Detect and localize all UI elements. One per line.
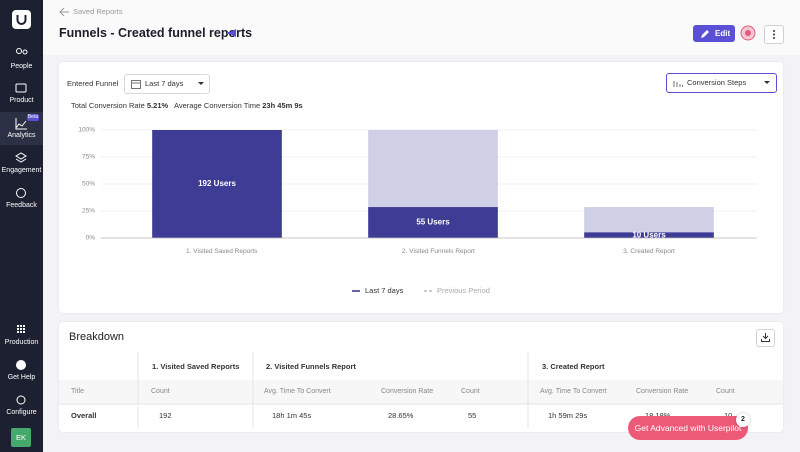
engagement-icon	[15, 152, 27, 163]
date-value: Last 7 days	[145, 79, 184, 88]
page-title: Funnels - Created funnel reports	[59, 26, 253, 40]
stat: Total Conversion Rate 5.21% Average Conv…	[71, 101, 303, 110]
data-label: 192 Users	[198, 179, 236, 188]
table-header: Conversion Rate	[636, 388, 689, 395]
nav-item[interactable]: Feedback	[6, 202, 37, 209]
beta-label: Beta	[27, 114, 39, 120]
people-icon	[22, 49, 28, 55]
beta-badge	[27, 114, 39, 121]
table-header: Avg. Time To Convert	[540, 388, 607, 395]
date-select[interactable]: Last 7 days	[124, 74, 210, 94]
product-icon	[15, 83, 27, 93]
table-header: Avg. Time To Convert	[264, 388, 331, 395]
nav-item[interactable]: Configure	[6, 409, 37, 416]
stat-label: Average Conversion Time	[174, 101, 261, 110]
table-dividers	[59, 352, 783, 428]
x-tick-label: 2. Visited Funnels Report	[402, 248, 475, 255]
funnel-chart: 0% 25% 50% 75% 100% 192 Users 55 Users 10 Users…	[78, 127, 757, 295]
category-labels: 1. Visited Saved Reports 2. Visited Funne…	[59, 115, 783, 305]
stat-label: Total Conversion Rate	[71, 101, 145, 110]
back-link[interactable]: Saved Reports	[73, 7, 123, 16]
feedback-icon	[16, 188, 26, 198]
filter-label: Entered Funnel	[67, 79, 119, 88]
avatar[interactable]	[11, 428, 31, 447]
promo-badge: 2	[736, 413, 750, 427]
table-cell: 28.65%	[388, 411, 414, 420]
people-icon	[16, 48, 22, 54]
caret	[198, 82, 204, 85]
bar	[152, 130, 282, 238]
table-cell: Overall	[71, 411, 97, 420]
y-tick-label: 0%	[86, 235, 96, 242]
y-tick-label: 75%	[82, 154, 95, 161]
nav-item[interactable]: Product	[9, 97, 34, 104]
caret	[764, 81, 770, 84]
table-header: Count	[716, 388, 735, 395]
view-select[interactable]: Conversion Steps	[666, 73, 777, 93]
y-tick-label: 100%	[78, 127, 95, 134]
sidebar-icons	[0, 10, 43, 447]
avatar-initials: EK	[15, 433, 26, 442]
legend-label: Last 7 days	[365, 286, 404, 295]
table-cell: 1h 59m 29s	[548, 411, 588, 420]
bar	[368, 207, 498, 238]
help-icon	[16, 360, 26, 370]
table-cell: 18.18%	[645, 411, 670, 420]
analytics-icon	[15, 118, 27, 130]
stat-value: 23h 45m 9s	[262, 101, 303, 110]
steps-icon	[673, 81, 683, 87]
table-group: 3. Created Report	[542, 362, 605, 371]
breakdown-title: Breakdown	[69, 331, 125, 343]
table-cell: 55	[468, 411, 477, 420]
table-header: Count	[151, 388, 170, 395]
calendar-icon	[131, 80, 141, 89]
edit-button[interactable]: Edit	[693, 25, 735, 42]
view-value: Conversion Steps	[687, 78, 747, 87]
sidebar: Beta People Product Analytics Engagement…	[0, 0, 43, 452]
more-button[interactable]	[764, 25, 784, 44]
stat-value: 5.21%	[146, 101, 169, 110]
back-arrow[interactable]	[59, 7, 71, 17]
table-group: 1. Visited Saved Reports	[152, 362, 240, 371]
table-cell: 18h 1m 45s	[272, 411, 312, 420]
user-avatar[interactable]	[739, 25, 759, 42]
data-label: 10 Users	[632, 230, 666, 239]
nav-item[interactable]: Get Help	[7, 374, 36, 381]
megaphone-icon	[227, 29, 236, 37]
legend-label: Previous Period	[437, 286, 490, 295]
logo	[12, 10, 31, 29]
production-icon	[17, 325, 25, 333]
data-label: 55 Users	[416, 218, 450, 227]
table-group: 2. Visited Funnels Report	[266, 362, 356, 371]
header	[43, 0, 800, 55]
table-header: Title	[71, 388, 84, 395]
edit-label: Edit	[715, 29, 731, 38]
promo-button[interactable]: Get Advanced with Userpilot	[628, 416, 748, 440]
table-header: Count	[461, 388, 480, 395]
table-cell: 192	[159, 411, 172, 420]
y-tick-label: 25%	[82, 208, 95, 215]
nav-item[interactable]: People	[10, 63, 33, 70]
nav-item[interactable]: Engagement	[1, 167, 42, 174]
y-tick-label: 50%	[82, 181, 95, 188]
table-subheader-bg	[59, 380, 783, 404]
x-tick-label: 3. Created Report	[623, 248, 675, 255]
nav-item[interactable]: Production	[4, 339, 39, 346]
breakdown-card: Breakdown 1. Visited Saved Reports 2. Vi…	[59, 322, 783, 432]
pencil-icon	[701, 30, 709, 38]
table-cell: 10	[724, 411, 732, 420]
table-header: Conversion Rate	[381, 388, 434, 395]
bar	[584, 232, 714, 238]
nav-item[interactable]: Analytics	[7, 132, 36, 139]
promo-text: Get Advanced with Userpilot	[634, 423, 742, 433]
download-button[interactable]	[756, 329, 775, 347]
configure-icon	[16, 395, 26, 405]
logo-mark	[16, 15, 27, 25]
x-tick-label: 1. Visited Saved Reports	[186, 248, 258, 255]
